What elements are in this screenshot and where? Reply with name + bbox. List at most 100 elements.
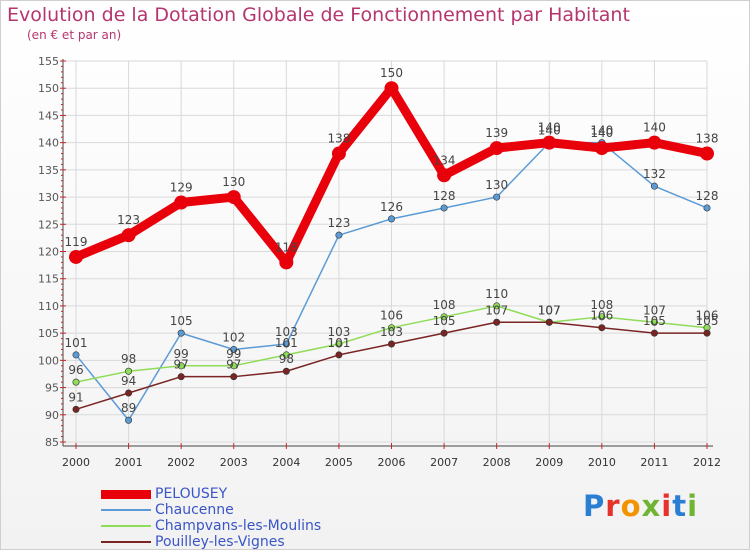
y-tick-label: 110 bbox=[38, 300, 59, 313]
data-point bbox=[545, 318, 553, 326]
brand-letter: x bbox=[641, 489, 662, 523]
data-label: 102 bbox=[222, 330, 245, 344]
data-point bbox=[335, 231, 343, 239]
data-point bbox=[174, 195, 189, 210]
data-label: 118 bbox=[275, 240, 298, 254]
x-tick-label: 2012 bbox=[693, 456, 721, 469]
data-label: 108 bbox=[590, 298, 613, 312]
data-point bbox=[703, 329, 711, 337]
x-tick-label: 2005 bbox=[325, 456, 353, 469]
y-tick-label: 120 bbox=[38, 246, 59, 259]
data-point bbox=[69, 249, 83, 264]
axes: 8590951001051101151201251301351401451501… bbox=[38, 55, 721, 469]
data-label: 106 bbox=[590, 309, 613, 323]
data-point bbox=[650, 329, 658, 337]
brand-letter: i bbox=[687, 489, 699, 523]
data-label: 150 bbox=[380, 66, 403, 80]
data-label: 130 bbox=[222, 175, 245, 189]
data-point bbox=[72, 405, 80, 413]
data-point bbox=[125, 416, 133, 424]
data-point bbox=[387, 215, 395, 223]
data-label: 99 bbox=[226, 347, 241, 361]
legend-label: PELOUSEY bbox=[155, 486, 228, 502]
data-label: 105 bbox=[696, 314, 719, 328]
data-label: 139 bbox=[485, 126, 508, 140]
legend-label: Pouilley-les-Vignes bbox=[155, 534, 285, 550]
y-tick-label: 125 bbox=[38, 218, 59, 231]
brand-logo: Proxiti bbox=[583, 489, 698, 523]
brand-letter: o bbox=[620, 489, 642, 523]
data-point bbox=[440, 329, 448, 337]
data-label: 126 bbox=[380, 200, 403, 214]
data-point bbox=[384, 81, 399, 96]
x-tick-label: 2011 bbox=[640, 456, 668, 469]
data-point bbox=[72, 351, 80, 359]
x-tick-label: 2003 bbox=[220, 456, 248, 469]
data-label: 110 bbox=[485, 287, 508, 301]
data-point bbox=[177, 362, 185, 370]
brand-letter: i bbox=[661, 489, 673, 523]
data-point bbox=[177, 329, 185, 337]
data-label: 96 bbox=[68, 363, 83, 377]
legend-label: Chaucenne bbox=[155, 502, 234, 518]
data-point bbox=[387, 340, 395, 348]
data-point bbox=[647, 135, 662, 150]
data-label: 140 bbox=[643, 121, 666, 135]
data-label: 130 bbox=[485, 178, 508, 192]
data-point bbox=[650, 318, 658, 326]
data-label: 108 bbox=[433, 298, 456, 312]
y-tick-label: 85 bbox=[45, 436, 59, 449]
legend-item: Pouilley-les-Vignes bbox=[101, 534, 321, 550]
data-point bbox=[493, 193, 501, 201]
x-tick-label: 2001 bbox=[115, 456, 143, 469]
data-label: 134 bbox=[433, 153, 456, 167]
x-tick-label: 2009 bbox=[535, 456, 563, 469]
legend-item: Champvans-les-Moulins bbox=[101, 518, 321, 534]
data-point bbox=[335, 340, 343, 348]
data-label: 128 bbox=[433, 189, 456, 203]
data-point bbox=[230, 362, 238, 370]
data-label: 103 bbox=[380, 325, 403, 339]
y-tick-label: 100 bbox=[38, 354, 59, 367]
data-point bbox=[72, 378, 80, 386]
data-label: 132 bbox=[643, 167, 666, 181]
series-points bbox=[69, 81, 714, 424]
y-tick-label: 135 bbox=[38, 164, 59, 177]
data-point bbox=[440, 204, 448, 212]
data-point bbox=[387, 324, 395, 332]
data-label: 129 bbox=[170, 181, 193, 195]
data-label: 140 bbox=[538, 124, 561, 138]
x-tick-label: 2006 bbox=[378, 456, 406, 469]
brand-letter: t bbox=[672, 489, 688, 523]
brand-letter: r bbox=[605, 489, 621, 523]
data-label: 138 bbox=[696, 132, 719, 146]
x-tick-label: 2002 bbox=[167, 456, 195, 469]
data-point bbox=[177, 373, 185, 381]
y-tick-label: 115 bbox=[38, 273, 59, 286]
legend-swatch bbox=[101, 541, 151, 543]
y-tick-label: 130 bbox=[38, 191, 59, 204]
data-label: 105 bbox=[433, 314, 456, 328]
data-label: 97 bbox=[174, 358, 189, 372]
data-label: 91 bbox=[68, 390, 83, 404]
data-point bbox=[226, 190, 241, 205]
data-point bbox=[125, 389, 133, 397]
data-label: 140 bbox=[538, 121, 561, 135]
data-labels: 119 123 129 130 118 138 150 134 139 140 140 140 138 1… bbox=[65, 66, 719, 415]
data-label: 107 bbox=[538, 303, 561, 317]
data-point bbox=[542, 135, 557, 150]
data-label: 101 bbox=[327, 336, 350, 350]
y-tick-label: 105 bbox=[38, 327, 59, 340]
data-label: 105 bbox=[170, 314, 193, 328]
y-tick-label: 150 bbox=[38, 82, 59, 95]
chart-title: Evolution de la Dotation Globale de Fonc… bbox=[7, 4, 630, 26]
legend-swatch bbox=[101, 509, 151, 511]
data-label: 103 bbox=[327, 325, 350, 339]
data-label: 138 bbox=[327, 132, 350, 146]
brand-letter: P bbox=[583, 489, 606, 523]
x-tick-label: 2004 bbox=[272, 456, 300, 469]
data-point bbox=[125, 367, 133, 375]
data-label: 98 bbox=[121, 352, 136, 366]
